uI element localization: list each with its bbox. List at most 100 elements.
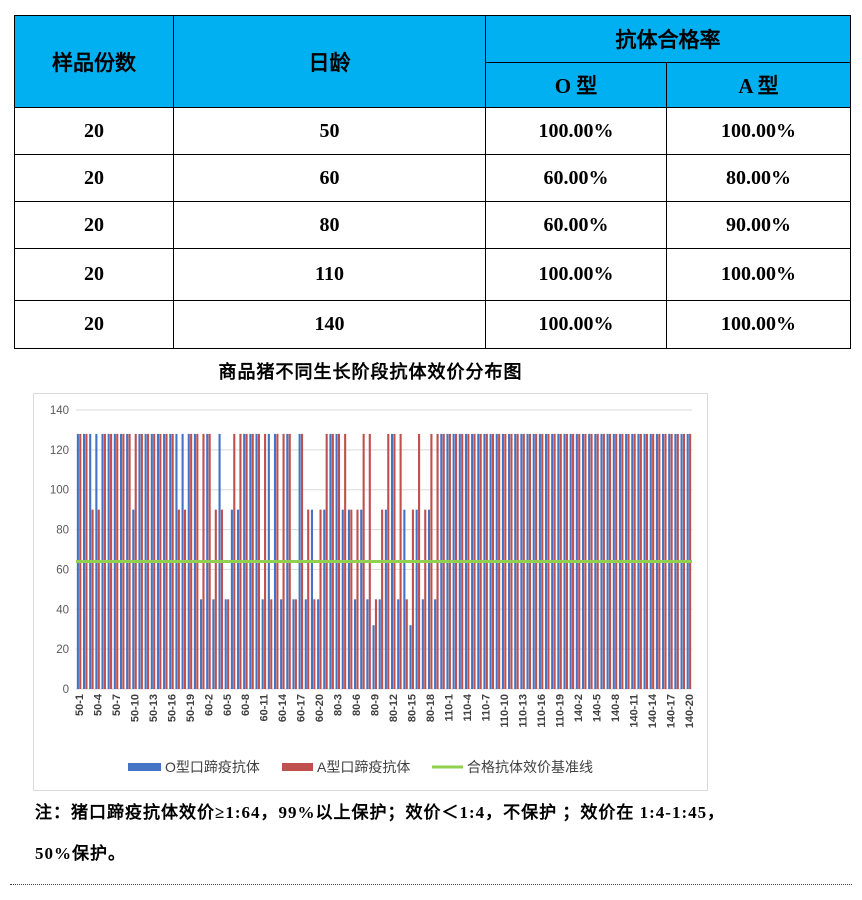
x-tick-label: 50-13 bbox=[148, 694, 160, 722]
x-tick-label: 50-10 bbox=[129, 694, 141, 722]
bar-a-type bbox=[97, 509, 100, 689]
x-tick-label: 50-19 bbox=[185, 694, 197, 722]
x-axis-labels: 50-1 50-4 50-7 50-10 50-13 50-16 50-19 60-2 60-5… bbox=[74, 693, 696, 728]
header-sample-count: 样品份数 bbox=[14, 15, 174, 108]
header-antibody-pass-rate: 抗体合格率 bbox=[485, 15, 851, 63]
cell-age-days: 110 bbox=[173, 248, 486, 301]
table-header-row: 样品份数 日龄 抗体合格率 bbox=[14, 15, 851, 108]
bar-a-type bbox=[307, 509, 310, 689]
x-tick-label: 110-4 bbox=[462, 693, 474, 721]
cell-type-o-rate: 100.00% bbox=[485, 300, 667, 349]
header-age-days: 日龄 bbox=[173, 15, 486, 108]
cell-type-a-rate: 80.00% bbox=[666, 154, 851, 202]
header-type-a: A 型 bbox=[666, 62, 851, 108]
table-row: 20 80 60.00% 90.00% bbox=[14, 201, 851, 249]
bar-a-type bbox=[374, 599, 378, 689]
y-axis-labels: 0 20 40 60 80 100 120 140 bbox=[50, 405, 69, 696]
bar-o-type bbox=[317, 599, 320, 689]
y-tick-label: 100 bbox=[50, 485, 69, 497]
y-tick-label: 40 bbox=[56, 604, 69, 616]
bar-a-type bbox=[183, 509, 187, 689]
header-type-o: O 型 bbox=[485, 62, 667, 108]
bar-o-type bbox=[200, 599, 203, 689]
cell-type-o-rate: 60.00% bbox=[485, 201, 667, 249]
y-tick-label: 20 bbox=[56, 644, 69, 656]
bar-o-type bbox=[397, 599, 400, 689]
y-tick-label: 60 bbox=[56, 564, 69, 576]
x-tick-label: 80-12 bbox=[388, 694, 400, 722]
cell-type-a-rate: 100.00% bbox=[666, 107, 851, 155]
bar-a-type bbox=[294, 599, 297, 689]
bar-a-type bbox=[350, 509, 353, 689]
table-subheader-row: O 型 A 型 bbox=[15, 62, 851, 108]
x-tick-label: 80-6 bbox=[351, 694, 363, 716]
bar-o-type bbox=[427, 509, 431, 689]
bar-o-type bbox=[360, 509, 363, 689]
cell-sample-count: 20 bbox=[14, 154, 174, 202]
x-tick-label: 140-8 bbox=[610, 694, 622, 722]
bar-o-type bbox=[378, 599, 381, 689]
x-tick-label: 60-11 bbox=[259, 694, 271, 722]
y-tick-label: 80 bbox=[56, 525, 69, 537]
x-tick-label: 80-9 bbox=[370, 694, 382, 716]
x-tick-label: 110-13 bbox=[517, 694, 529, 728]
x-tick-label: 140-2 bbox=[573, 694, 585, 722]
cell-sample-count: 20 bbox=[14, 107, 174, 155]
bar-o-type bbox=[261, 599, 264, 689]
y-tick-label: 0 bbox=[63, 684, 69, 696]
x-tick-label: 110-10 bbox=[499, 694, 511, 728]
x-tick-label: 60-20 bbox=[314, 694, 326, 722]
bar-o-type bbox=[403, 509, 406, 689]
x-tick-label: 60-8 bbox=[240, 694, 252, 716]
cell-age-days: 50 bbox=[173, 107, 486, 155]
bar-a-type bbox=[319, 509, 322, 689]
x-tick-label: 50-1 bbox=[74, 694, 86, 716]
x-tick-label: 110-19 bbox=[554, 694, 566, 728]
bar-a-type bbox=[381, 509, 384, 689]
x-tick-label: 110-7 bbox=[480, 694, 492, 722]
cell-type-o-rate: 100.00% bbox=[485, 248, 667, 301]
bar-o-type bbox=[341, 509, 344, 689]
bar-o-type bbox=[409, 625, 412, 689]
table-row: 20 60 60.00% 80.00% bbox=[14, 154, 851, 202]
x-tick-label: 140-14 bbox=[647, 693, 659, 728]
cell-type-o-rate: 100.00% bbox=[485, 107, 667, 155]
bar-o-type bbox=[366, 599, 369, 689]
bar-o-type bbox=[212, 599, 215, 689]
bar-o-type bbox=[415, 509, 418, 689]
cell-sample-count: 20 bbox=[14, 248, 174, 301]
x-tick-label: 140-17 bbox=[665, 694, 677, 728]
cell-age-days: 80 bbox=[173, 201, 486, 249]
y-tick-label: 120 bbox=[50, 445, 69, 457]
chart-title: 商品猪不同生长阶段抗体效价分布图 bbox=[218, 362, 523, 382]
cell-sample-count: 20 bbox=[14, 201, 174, 249]
x-tick-label: 140-20 bbox=[684, 694, 696, 728]
x-tick-label: 50-7 bbox=[111, 694, 123, 716]
bar-o-type bbox=[292, 599, 295, 689]
x-tick-label: 60-17 bbox=[296, 694, 308, 722]
x-tick-label: 50-16 bbox=[166, 694, 178, 722]
table-row: 20 140 100.00% 100.00% bbox=[14, 300, 851, 349]
bar-o-type bbox=[354, 599, 357, 689]
bar-a-type bbox=[227, 599, 230, 689]
bar-a-type bbox=[313, 599, 316, 689]
bar-o-type bbox=[347, 509, 350, 689]
bar-a-type bbox=[405, 599, 408, 689]
cell-type-o-rate: 60.00% bbox=[485, 154, 667, 202]
footnote-line-2: 50%保护。 bbox=[35, 844, 126, 863]
x-tick-label: 110-1 bbox=[444, 694, 456, 722]
bar-o-type bbox=[384, 509, 387, 689]
x-tick-label: 60-14 bbox=[277, 693, 289, 722]
x-tick-label: 60-2 bbox=[203, 694, 215, 716]
cell-sample-count: 20 bbox=[14, 300, 174, 349]
legend-label-a-type: A型口蹄疫抗体 bbox=[317, 759, 410, 775]
legend-swatch-o-type bbox=[128, 763, 161, 771]
x-tick-label: 80-15 bbox=[407, 694, 419, 722]
bar-o-type bbox=[280, 599, 283, 689]
cell-type-a-rate: 100.00% bbox=[666, 300, 851, 349]
legend-swatch-a-type bbox=[282, 763, 313, 771]
cell-type-a-rate: 100.00% bbox=[666, 248, 851, 301]
x-tick-label: 140-5 bbox=[591, 694, 603, 722]
